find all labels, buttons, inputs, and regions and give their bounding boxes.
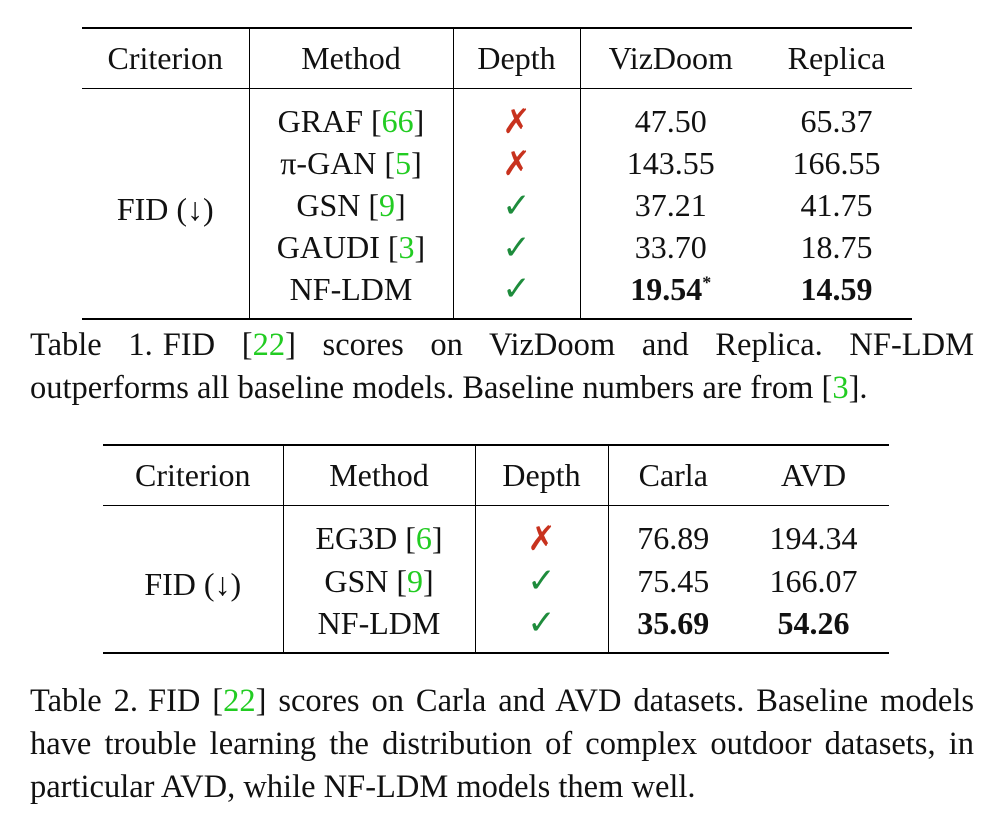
criterion-label: FID (↓) [116,190,214,227]
citation-link[interactable]: 66 [381,103,414,140]
method-name: NF-LDM [317,604,441,641]
method-cell: GSN [9] [249,184,454,227]
header-carla: Carla [608,445,738,506]
replica-score: 18.75 [800,229,873,265]
caption-text: ] scores on Carla and AVD datasets. Base… [30,683,974,805]
check-mark-icon: ✓ [527,561,556,601]
table-header-row: Criterion Method Depth VizDoom Replica [82,28,912,89]
header-criterion: Criterion [82,28,250,89]
method-cell: GSN [9] [283,559,476,603]
caption-text: FID [ [162,327,253,363]
method-cell: GAUDI [3] [249,226,454,269]
method-name: GRAF [277,103,364,140]
citation-link[interactable]: 9 [407,562,423,599]
header-method: Method [283,445,476,506]
header-avd: AVD [738,445,889,506]
citation-link[interactable]: 22 [252,327,286,363]
citation-link[interactable]: 5 [395,145,412,181]
table-row: FID (↓) EG3D [6] ✗ 76.89 194.34 [103,505,889,653]
check-mark-icon: ✓ [527,603,556,643]
citation-link[interactable]: 3 [832,370,849,406]
citation-link[interactable]: 3 [398,229,415,265]
table-row: NF-LDM ✓ 19.54* 14.59 [82,268,912,319]
avd-score: 54.26 [777,604,850,641]
footnote-marker: * [702,271,712,292]
carla-score: 35.69 [637,604,710,641]
best-score: 19.54 [630,270,703,307]
carla-score: 75.45 [637,562,710,599]
method-name: GSN [296,187,361,223]
table-row: GAUDI [3] ✓ 33.70 18.75 [82,226,912,269]
carla-score: 76.89 [637,520,710,557]
method-name: NF-LDM [289,270,413,307]
citation-link[interactable]: 22 [223,683,256,719]
method-cell: NF-LDM [249,268,454,319]
table-row: π-GAN [5] ✗ 143.55 166.55 [82,142,912,185]
method-name: EG3D [315,520,398,557]
header-method: Method [249,28,454,89]
caption-text: ]. [848,370,868,406]
cross-mark-icon: ✗ [527,518,556,559]
avd-score: 166.07 [769,562,858,599]
method-cell: π-GAN [5] [249,142,454,185]
cross-mark-icon: ✗ [502,101,531,142]
depth-cell: ✗ [453,142,581,185]
replica-score: 41.75 [800,187,873,223]
caption-label: Table 1. [30,327,153,363]
replica-score: 166.55 [792,145,881,181]
cross-mark-icon: ✗ [502,143,531,184]
method-name: π-GAN [280,145,377,181]
criterion-cell: FID (↓) [82,88,250,319]
table-row: FID (↓) GRAF [66] ✗ 47.50 65.37 [82,88,912,319]
criterion-label: FID (↓) [144,566,242,603]
citation-link[interactable]: 9 [379,187,395,223]
method-cell: NF-LDM [283,602,476,653]
header-criterion: Criterion [103,445,284,506]
table-row: NF-LDM ✓ 35.69 54.26 [103,602,889,653]
header-depth: Depth [453,28,581,89]
method-cell: EG3D [6] [283,505,476,560]
vizdoom-score: 47.50 [634,103,707,140]
check-mark-icon: ✓ [502,185,531,226]
header-replica: Replica [761,28,912,89]
criterion-cell: FID (↓) [103,505,284,653]
method-name: GSN [324,562,389,599]
method-name: GAUDI [276,229,380,265]
table-header-row: Criterion Method Depth Carla AVD [103,445,889,506]
vizdoom-score: 143.55 [626,145,715,181]
vizdoom-score: 19.54* [580,269,761,319]
table-row: GSN [9] ✓ 37.21 41.75 [82,184,912,227]
results-table-2: Criterion Method Depth Carla AVD FID (↓)… [103,444,889,654]
header-depth: Depth [475,445,609,506]
depth-cell: ✓ [453,268,581,319]
citation-link[interactable]: 6 [415,520,432,557]
vizdoom-score: 33.70 [634,229,707,265]
check-mark-icon: ✓ [502,227,531,268]
caption-text: FID [ [148,683,224,719]
depth-cell: ✗ [475,505,609,560]
replica-score: 65.37 [800,103,873,140]
depth-cell: ✓ [453,184,581,227]
vizdoom-score: 37.21 [634,187,707,223]
results-table-1: Criterion Method Depth VizDoom Replica F… [82,27,912,320]
check-mark-icon: ✓ [502,269,531,309]
caption-text: ] scores on VizDoom and Replica. NF-LDM … [30,327,974,406]
depth-cell: ✗ [453,88,581,143]
table-1-caption: Table 1. FID [22] scores on VizDoom and R… [30,324,974,410]
header-vizdoom: VizDoom [580,28,761,89]
caption-label: Table 2. [30,683,139,719]
avd-score: 194.34 [769,520,858,557]
table-2-caption: Table 2. FID [22] scores on Carla and AVD… [30,680,974,809]
table-row: GSN [9] ✓ 75.45 166.07 [103,559,889,603]
replica-score: 14.59 [800,270,873,307]
depth-cell: ✓ [453,226,581,269]
depth-cell: ✓ [475,602,609,653]
method-cell: GRAF [66] [249,88,454,143]
depth-cell: ✓ [475,559,609,603]
